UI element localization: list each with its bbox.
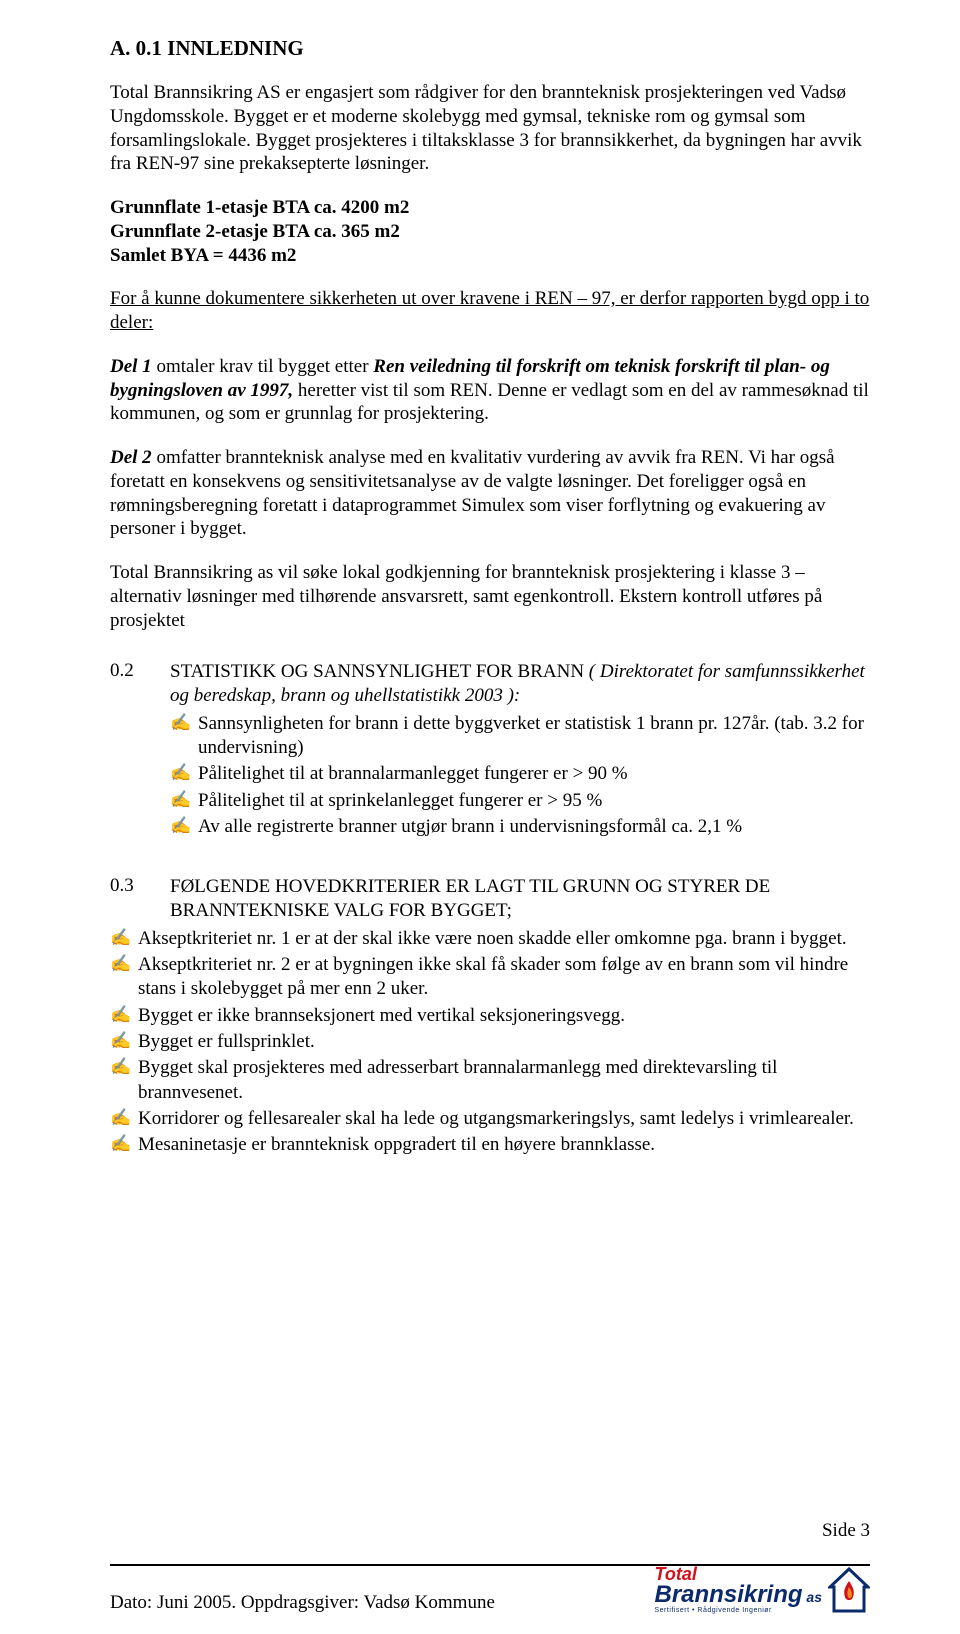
section-02-header: 0.2 STATISTIKK OG SANNSYNLIGHET FOR BRAN… <box>110 660 870 708</box>
section-a01-del1: Del 1 omtaler krav til bygget etter Ren … <box>110 355 870 426</box>
list-item: Bygget er fullsprinklet. <box>110 1030 870 1054</box>
section-02-bullets: Sannsynligheten for brann i dette byggve… <box>110 712 870 840</box>
section-a01-p2: For å kunne dokumentere sikkerheten ut o… <box>110 287 870 335</box>
page-footer: Dato: Juni 2005. Oppdragsgiver: Vadsø Ko… <box>0 1557 960 1614</box>
section-a01-del2: Del 2 omfatter brannteknisk analyse med … <box>110 446 870 541</box>
section-03-title: FØLGENDE HOVEDKRITERIER ER LAGT TIL GRUN… <box>170 875 870 923</box>
list-item: Pålitelighet til at sprinkelanlegget fun… <box>170 789 870 813</box>
section-a01-number: A. 0.1 <box>110 36 162 60</box>
logo-brann-word: Brannsikring <box>655 1581 803 1608</box>
list-item: Av alle registrerte branner utgjør brann… <box>170 815 870 839</box>
logo-as: as <box>803 1589 822 1605</box>
list-item: Pålitelighet til at brannalarmanlegget f… <box>170 762 870 786</box>
list-item: Sannsynligheten for brann i dette byggve… <box>170 712 870 761</box>
section-02-number: 0.2 <box>110 660 170 708</box>
section-03-number: 0.3 <box>110 875 170 923</box>
section-a01-grunnflate: Grunnflate 1-etasje BTA ca. 4200 m2 Grun… <box>110 196 870 267</box>
section-a01-p1: Total Brannsikring AS er engasjert som r… <box>110 81 870 176</box>
del2-text: omfatter brannteknisk analyse med en kva… <box>110 447 835 539</box>
section-03-bullets: Akseptkriteriet nr. 1 er at der skal ikk… <box>110 927 870 1158</box>
list-item: Bygget er ikke brannseksjonert med verti… <box>110 1004 870 1028</box>
section-a01-title: A. 0.1 INNLEDNING <box>110 36 870 61</box>
del2-lead: Del 2 <box>110 447 152 468</box>
section-a01-p3: Total Brannsikring as vil søke lokal god… <box>110 561 870 632</box>
list-item: Korridorer og fellesarealer skal ha lede… <box>110 1107 870 1131</box>
section-02-title-plain: STATISTIKK OG SANNSYNLIGHET FOR BRANN <box>170 661 584 682</box>
del1-lead: Del 1 <box>110 356 152 377</box>
logo-subtitle: Sertifisert • Rådgivende Ingeniør <box>655 1607 823 1614</box>
section-02-title: STATISTIKK OG SANNSYNLIGHET FOR BRANN ( … <box>170 660 870 708</box>
list-item: Akseptkriteriet nr. 2 er at bygningen ik… <box>110 953 870 1002</box>
flame-house-icon <box>828 1567 870 1613</box>
page-number: Side 3 <box>822 1520 870 1542</box>
footer-date-line: Dato: Juni 2005. Oppdragsgiver: Vadsø Ko… <box>110 1592 495 1614</box>
section-a01-p2-underline: For å kunne dokumentere sikkerheten ut o… <box>110 288 869 333</box>
section-a01-heading: INNLEDNING <box>167 36 304 60</box>
logo-text: Total Brannsikring as Sertifisert • Rådg… <box>655 1565 823 1614</box>
company-logo: Total Brannsikring as Sertifisert • Rådg… <box>655 1565 871 1614</box>
logo-brann: Brannsikring as <box>655 1583 823 1607</box>
document-page: A. 0.1 INNLEDNING Total Brannsikring AS … <box>0 0 960 1634</box>
list-item: Mesaninetasje er brannteknisk oppgradert… <box>110 1133 870 1157</box>
section-03-header: 0.3 FØLGENDE HOVEDKRITERIER ER LAGT TIL … <box>110 875 870 923</box>
del1-plain: omtaler krav til bygget etter <box>152 356 374 377</box>
list-item: Akseptkriteriet nr. 1 er at der skal ikk… <box>110 927 870 951</box>
list-item: Bygget skal prosjekteres med adresserbar… <box>110 1056 870 1105</box>
